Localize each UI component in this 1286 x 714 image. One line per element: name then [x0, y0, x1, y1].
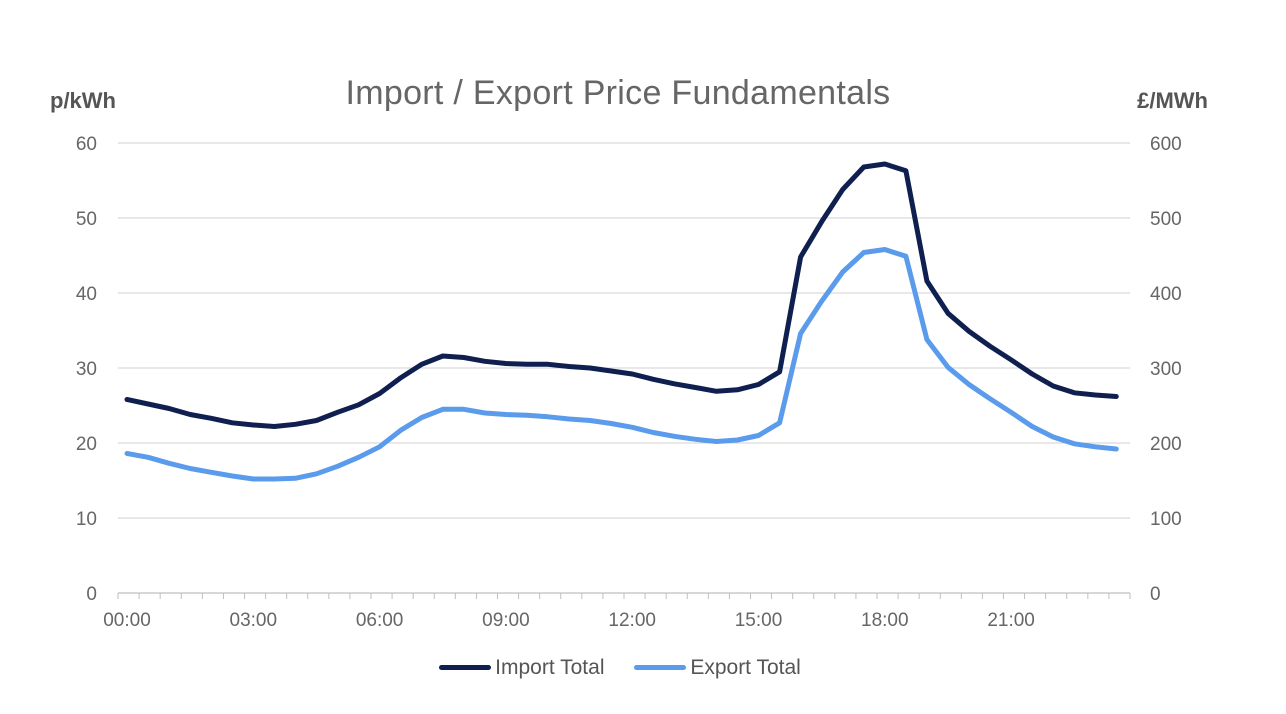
- legend: Import Total Export Total: [0, 652, 1240, 680]
- series-line-import: [124, 161, 1119, 429]
- x-tick-label: 00:00: [103, 610, 151, 631]
- y-tick-label-left: 0: [86, 584, 97, 605]
- right-axis-unit: £/MWh: [1137, 88, 1208, 113]
- chart-title: Import / Export Price Fundamentals: [345, 74, 891, 112]
- y-tick-label-left: 60: [76, 134, 97, 155]
- legend-item-import: Import Total: [439, 656, 604, 680]
- y-tick-label-right: 200: [1150, 434, 1182, 455]
- y-tick-label-right: 400: [1150, 284, 1182, 305]
- legend-swatch-import: [439, 665, 492, 670]
- legend-item-export: Export Total: [634, 656, 801, 680]
- legend-label-import: Import Total: [495, 655, 605, 679]
- y-tick-label-left: 20: [76, 434, 97, 455]
- y-tick-label-left: 40: [76, 284, 97, 305]
- x-tick-label: 12:00: [608, 610, 656, 631]
- x-tick-label: 03:00: [230, 610, 278, 631]
- y-tick-label-right: 500: [1150, 209, 1182, 230]
- legend-swatch-export: [634, 665, 687, 670]
- series-line-export: [124, 247, 1119, 482]
- x-tick-label: 06:00: [356, 610, 404, 631]
- y-tick-label-left: 30: [76, 359, 97, 380]
- x-tick-label: 09:00: [482, 610, 530, 631]
- left-axis-unit: p/kWh: [50, 88, 116, 113]
- y-tick-label-left: 50: [76, 209, 97, 230]
- x-tick-label: 15:00: [735, 610, 783, 631]
- legend-label-export: Export Total: [690, 655, 801, 679]
- y-tick-label-left: 10: [76, 509, 97, 530]
- x-tick-label: 21:00: [987, 610, 1035, 631]
- y-tick-label-right: 600: [1150, 134, 1182, 155]
- y-tick-label-right: 100: [1150, 509, 1182, 530]
- y-tick-label-right: 0: [1150, 584, 1161, 605]
- x-tick-label: 18:00: [861, 610, 909, 631]
- y-tick-label-right: 300: [1150, 359, 1182, 380]
